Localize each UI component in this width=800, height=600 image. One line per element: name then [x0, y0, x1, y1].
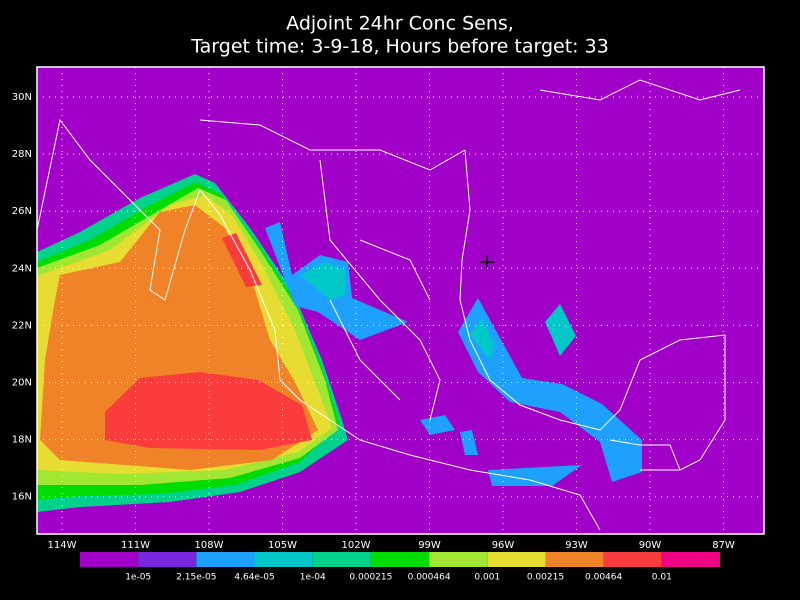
title-line: Target time: 3-9-18, Hours before target… [190, 36, 609, 58]
border [319, 159, 441, 421]
contour [105, 372, 312, 450]
lat-label: 22N [12, 320, 32, 331]
colorbar-label: 0.000464 [408, 573, 451, 583]
colorbar-swatch [487, 552, 546, 567]
colorbar-label: 0.00464 [585, 573, 622, 583]
border [199, 119, 681, 471]
lon-label: 102W [342, 540, 371, 551]
lon-label: 111W [121, 540, 150, 551]
colorbar-label: 0.00215 [527, 573, 564, 583]
lon-label: 93W [565, 540, 588, 551]
lat-label: 28N [12, 149, 32, 160]
colorbar-label: 1e-05 [125, 573, 151, 583]
lat-label: 24N [12, 263, 32, 274]
colorbar-swatch [138, 552, 197, 567]
colorbar-label: 0.001 [474, 573, 500, 583]
colorbar-swatch [370, 552, 430, 567]
title-line: Adjoint 24hr Conc Sens, [286, 13, 514, 35]
lon-label: 108W [195, 540, 224, 551]
lat-label: 26N [12, 206, 32, 217]
colorbar-label: 4.64e-05 [234, 573, 274, 583]
lat-label: 16N [12, 492, 32, 503]
lon-label: 114W [48, 540, 77, 551]
target-marker [480, 255, 494, 269]
colorbar-swatch [254, 552, 313, 567]
colorbar-label: 2.15e-05 [176, 573, 216, 583]
coastline [36, 118, 601, 531]
lon-label: 90W [639, 540, 662, 551]
coastlines [36, 79, 741, 531]
coastline [459, 149, 726, 471]
lon-label: 96W [492, 540, 515, 551]
lat-label: 30N [12, 92, 32, 103]
contour [488, 465, 582, 486]
lon-label: 87W [712, 540, 735, 551]
colorbar-label: 0.01 [652, 573, 672, 583]
colorbar-swatch [545, 552, 604, 567]
contour [300, 262, 345, 300]
contour [470, 318, 495, 360]
colorbar-label: 1e-04 [300, 573, 326, 583]
contour [545, 304, 576, 356]
lat-label: 18N [12, 435, 32, 446]
contour [420, 415, 455, 435]
colorbar-swatch [429, 552, 488, 567]
colorbar-swatch [312, 552, 371, 567]
map-frame [36, 66, 765, 535]
colorbar-swatch [661, 552, 720, 567]
colorbar: 1e-05 2.15e-05 4.64e-05 1e-04 0.000215 0.0004… [80, 552, 720, 583]
colorbar-label: 0.000215 [349, 573, 392, 583]
colorbar-swatch [80, 552, 139, 567]
lon-label: 99W [418, 540, 441, 551]
colorbar-swatch [603, 552, 662, 567]
sensitivity-field [37, 174, 642, 512]
lon-label: 105W [268, 540, 297, 551]
coastline [539, 79, 741, 101]
lat-label: 20N [12, 378, 32, 389]
contour [460, 430, 478, 455]
contour [458, 298, 642, 482]
colorbar-swatch [196, 552, 255, 567]
axis-labels: 30N 28N 26N 24N 22N 20N 18N 16N 114W 111W 108W 105W… [12, 92, 735, 551]
